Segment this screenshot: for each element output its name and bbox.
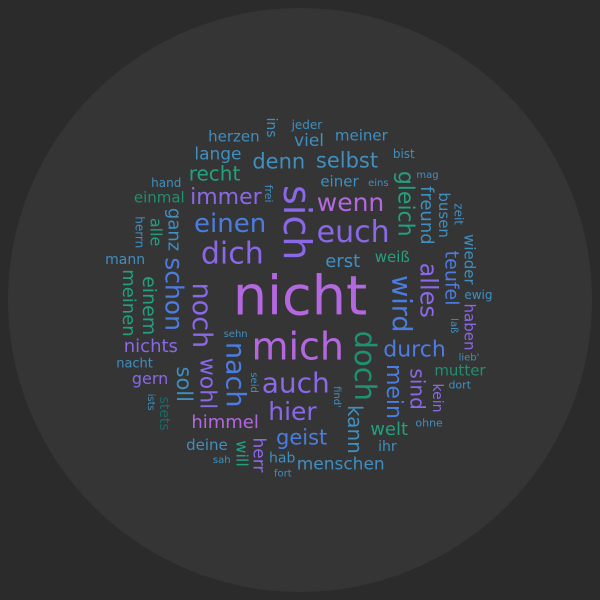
cloud-word: durch [383, 338, 446, 363]
cloud-word: dich [201, 237, 264, 272]
cloud-word: soll [172, 367, 196, 402]
cloud-word: ists [145, 394, 156, 411]
cloud-word: einmal [134, 189, 185, 207]
cloud-word: stets [156, 397, 172, 431]
cloud-word: wenn [317, 188, 385, 217]
cloud-word: wohl [195, 358, 220, 410]
cloud-word: mutter [434, 362, 486, 380]
cloud-word: euch [317, 215, 390, 250]
cloud-word: kein [429, 384, 445, 413]
cloud-word: nach [220, 342, 251, 408]
cloud-word: einen [194, 209, 266, 239]
cloud-word: mich [251, 325, 344, 369]
cloud-word: recht [189, 161, 241, 185]
cloud-word: ins [263, 117, 279, 137]
cloud-word: doch [348, 331, 382, 401]
cloud-word: fort [274, 469, 292, 480]
cloud-word: erst [325, 251, 360, 272]
cloud-word: mein [381, 364, 406, 419]
cloud-word: seid [248, 372, 259, 393]
cloud-word: alle [147, 218, 166, 247]
cloud-word: meiner [335, 127, 389, 145]
cloud-word: will [232, 440, 251, 466]
cloud-word: herrn [133, 216, 147, 248]
cloud-word: bist [393, 147, 415, 161]
cloud-word: teufel [440, 251, 462, 306]
cloud-word: welt [370, 419, 408, 440]
cloud-word: freund [416, 186, 437, 245]
cloud-word: nicht [233, 265, 367, 328]
cloud-word: immer [190, 185, 263, 210]
cloud-word: wird [385, 275, 416, 332]
cloud-word: denn [252, 149, 305, 173]
cloud-word: geist [276, 425, 327, 449]
cloud-word: sah [213, 455, 231, 466]
cloud-word: ganz [163, 208, 184, 251]
cloud-word: meinen [118, 269, 139, 337]
cloud-word: auch [262, 366, 330, 399]
cloud-word: selbst [316, 148, 378, 172]
cloud-word: busen [435, 192, 453, 238]
cloud-word: menschen [297, 454, 385, 474]
cloud-word: viel [294, 131, 324, 151]
cloud-word: ihr [378, 439, 397, 455]
cloud-word: ohne [415, 416, 443, 429]
cloud-disc [8, 8, 592, 592]
cloud-word: mag [416, 170, 438, 181]
cloud-word: einem [138, 276, 160, 335]
cloud-word: weiß [375, 248, 410, 266]
cloud-word: lieb' [459, 352, 480, 363]
cloud-word: schon [159, 257, 188, 331]
cloud-word: noch [186, 283, 217, 349]
cloud-word: frei [262, 185, 275, 203]
cloud-word: himmel [191, 412, 259, 433]
cloud-word: nichts [124, 336, 178, 357]
cloud-word: gleich [392, 171, 417, 237]
cloud-word: sind [406, 368, 430, 409]
cloud-word: haben [461, 304, 479, 351]
cloud-word: find' [331, 386, 342, 408]
cloud-word: kann [343, 405, 367, 454]
cloud-word: mann [105, 252, 145, 268]
cloud-word: alles [414, 263, 442, 318]
cloud-word: wieder [461, 234, 479, 285]
cloud-word: deine [186, 436, 228, 454]
cloud-word: hier [268, 397, 317, 426]
cloud-word: eins [368, 178, 388, 189]
cloud-word: lange [194, 145, 241, 165]
cloud-word: ewig [464, 288, 492, 302]
cloud-word: jeder [291, 118, 323, 132]
cloud-word: hand [151, 176, 181, 190]
cloud-word: gern [132, 369, 168, 388]
cloud-word: nacht [116, 356, 153, 371]
cloud-word: laß [448, 318, 459, 333]
cloud-word: herzen [208, 128, 260, 146]
cloud-word: herr [249, 437, 269, 472]
cloud-word: einer [320, 172, 359, 190]
cloud-word: sehn [224, 329, 248, 340]
cloud-word: dort [448, 378, 471, 391]
cloud-word: zeit [452, 203, 466, 225]
cloud-word: sich [275, 185, 319, 260]
cloud-word: hab [269, 451, 295, 467]
